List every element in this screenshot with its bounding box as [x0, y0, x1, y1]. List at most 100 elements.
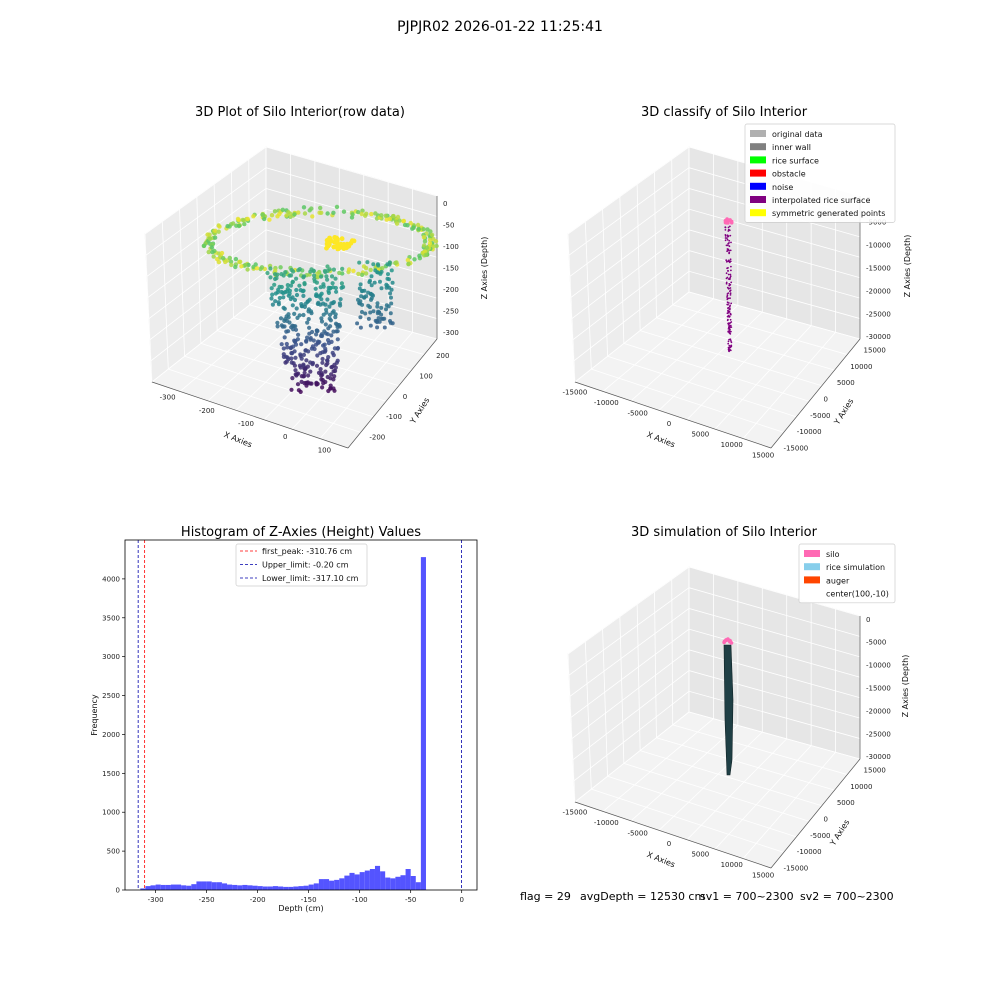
panel-classify-3d-x-tick-label: 0 — [667, 420, 671, 428]
panel-classify-3d-x-axis-line — [574, 381, 772, 449]
raw-point — [363, 271, 369, 276]
raw-point — [216, 229, 221, 234]
histogram-bar — [216, 882, 222, 890]
classify-point — [728, 349, 730, 352]
raw-point — [227, 255, 232, 261]
classify-point — [729, 297, 731, 300]
classify-point — [730, 281, 733, 284]
raw-point — [417, 253, 422, 258]
raw-point — [365, 260, 370, 265]
panel-classify-3d-grid-line — [640, 330, 822, 387]
panel-simulation-3d-grid-line — [688, 711, 861, 760]
raw-point — [325, 264, 330, 269]
panel-histogram-ylabel: Frequency — [90, 694, 99, 736]
raw-point — [376, 309, 381, 314]
raw-point — [217, 224, 222, 229]
raw-point — [301, 205, 307, 210]
raw-point — [294, 373, 299, 378]
panel-classify-3d-legend-swatch — [750, 130, 766, 137]
raw-point — [314, 328, 319, 333]
raw-point — [294, 292, 300, 298]
raw-point — [319, 291, 324, 296]
histogram-bar — [323, 879, 330, 890]
classify-point — [728, 305, 731, 308]
panel-classify-3d-legend-label: rice surface — [772, 156, 819, 165]
raw-point — [388, 319, 392, 323]
classify-point — [729, 333, 732, 335]
panel-classify-3d-z-tick-label: -10000 — [866, 242, 891, 250]
raw-point — [285, 283, 290, 288]
raw-point — [335, 337, 340, 342]
raw-point — [349, 238, 355, 244]
panel-simulation-3d-legend-label: silo — [826, 550, 840, 559]
histogram-bar — [283, 886, 289, 890]
raw-point — [360, 302, 365, 307]
raw-point — [335, 238, 340, 244]
raw-point — [346, 243, 352, 249]
histogram-bar — [247, 885, 253, 890]
raw-point — [208, 236, 213, 241]
panel-classify-3d-grid-line — [567, 233, 576, 383]
raw-point — [323, 269, 328, 275]
panel-classify-3d-grid-line — [658, 311, 763, 411]
classify-point — [724, 226, 727, 229]
raw-point — [284, 341, 289, 347]
classify-point — [726, 267, 728, 270]
histogram-legend-label: first_peak: -310.76 cm — [262, 547, 352, 556]
raw-point — [293, 327, 299, 332]
classify-point — [726, 276, 729, 279]
panel-classify-3d-grid-line — [574, 291, 690, 383]
panel-classify-3d-legend-label: noise — [772, 183, 793, 192]
panel-simulation-3d-y-axis-line — [770, 758, 861, 869]
raw-point — [275, 320, 280, 325]
raw-point — [329, 372, 334, 377]
panel-classify-3d-legend-swatch — [750, 143, 766, 151]
panel-raw-3d-z-tick-label: 0 — [443, 200, 447, 208]
panel-histogram-legend: first_peak: -310.76 cm Upper_limit: -0.20… — [235, 543, 368, 587]
panel-raw-3d-zlabel: Z Axies (Depth) — [480, 237, 489, 300]
histogram-bar — [420, 557, 426, 890]
raw-point — [356, 210, 361, 215]
panel-classify-3d: 3D classify of Silo Interior -15000 -1000… — [563, 105, 912, 460]
raw-point — [281, 273, 286, 278]
histogram-bar — [160, 884, 166, 890]
panel-raw-3d: 3D Plot of Silo Interior(row data) -300-… — [144, 105, 489, 454]
histogram-bar — [206, 881, 212, 890]
raw-point — [319, 377, 324, 382]
raw-point — [245, 267, 250, 272]
raw-point — [327, 304, 332, 309]
raw-point — [387, 216, 392, 222]
classify-point — [728, 344, 731, 347]
panel-classify-3d-grid-line — [619, 196, 625, 344]
raw-point — [279, 342, 284, 347]
panel-classify-3d-legend-swatch — [750, 196, 766, 203]
raw-point — [323, 322, 328, 327]
raw-point — [295, 337, 300, 342]
raw-point — [382, 316, 387, 321]
raw-point — [284, 213, 289, 218]
raw-point — [315, 341, 321, 346]
panel-classify-3d-grid-line — [591, 368, 784, 433]
raw-point — [363, 265, 369, 271]
raw-point — [295, 315, 300, 320]
classify-point — [727, 310, 730, 313]
classify-point — [729, 275, 732, 278]
raw-point — [216, 259, 222, 265]
raw-point — [371, 262, 376, 267]
raw-point — [321, 381, 326, 386]
histogram-bar — [329, 880, 335, 890]
classify-point — [728, 326, 730, 329]
raw-point — [319, 210, 324, 215]
raw-point — [390, 280, 395, 285]
histogram-bar — [415, 882, 421, 890]
raw-point — [319, 319, 325, 324]
histogram-x-tick-label: -300 — [148, 896, 164, 904]
raw-point — [289, 387, 294, 392]
raw-point — [299, 302, 304, 307]
panel-raw-3d-grid-line — [168, 368, 361, 433]
histogram-y-tick-label: 500 — [107, 848, 120, 856]
classify-point — [729, 276, 732, 279]
histogram-x-tick-label: -250 — [199, 896, 215, 904]
raw-point — [319, 274, 324, 279]
